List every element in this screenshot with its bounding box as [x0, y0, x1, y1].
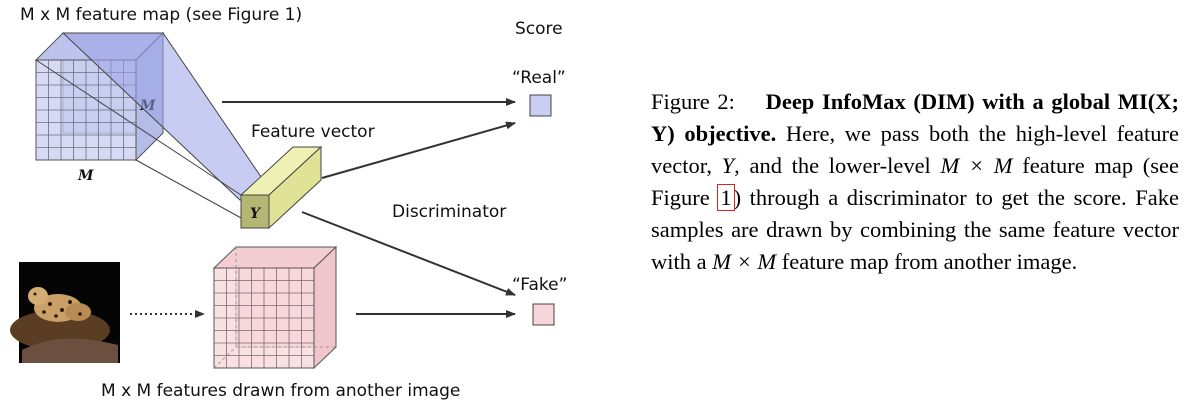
- caption-text-1: Here, we pass both the high-level featur…: [651, 121, 1180, 178]
- real-label: “Real”: [512, 68, 566, 88]
- arrow-vector-to-fake: [301, 211, 516, 296]
- figure-1-reference-link[interactable]: 1: [717, 184, 735, 211]
- real-score-box: [529, 94, 552, 117]
- arrow-vector-to-real: [321, 121, 516, 179]
- discriminator-label: Discriminator: [392, 202, 506, 222]
- feature-vector-label: Feature vector: [251, 122, 375, 142]
- caption-mxm-2: M × M: [712, 249, 777, 274]
- caption-y-variable: Y: [721, 153, 735, 178]
- fake-label: “Fake”: [512, 275, 567, 295]
- cone-edge: [135, 159, 253, 225]
- caption-mxm: M × M: [940, 153, 1013, 178]
- fake-feature-map-cube: [212, 245, 338, 370]
- caption-prefix: Figure 2:: [651, 89, 735, 114]
- figure-caption: Figure 2: Deep InfoMax (DIM) with a glob…: [651, 86, 1179, 278]
- m-bottom-label: M: [77, 168, 94, 184]
- y-label: Y: [250, 206, 262, 222]
- feature-vector-box: [239, 145, 323, 230]
- fake-score-box: [532, 303, 555, 326]
- top-feature-map-label: M x M feature map (see Figure 1): [20, 5, 302, 25]
- caption-text-5: feature map from another image.: [776, 249, 1078, 274]
- caption-text-3: feature map (see Figure: [651, 153, 1180, 210]
- caption-title: Deep InfoMax (DIM) with a global MI(X; Y…: [651, 89, 1180, 146]
- caption-text-4: ) through a discriminator to get the sco…: [651, 185, 1179, 274]
- caption-text-2: , and the lower-level: [734, 153, 941, 178]
- bottom-feature-map-label: M x M features drawn from another image: [101, 381, 460, 401]
- cone-edge: [35, 59, 245, 198]
- score-label: Score: [515, 19, 563, 39]
- leopard-photo: [10, 262, 120, 363]
- dim-diagram: M x M feature map (see Figure 1) Score M…: [10, 5, 567, 401]
